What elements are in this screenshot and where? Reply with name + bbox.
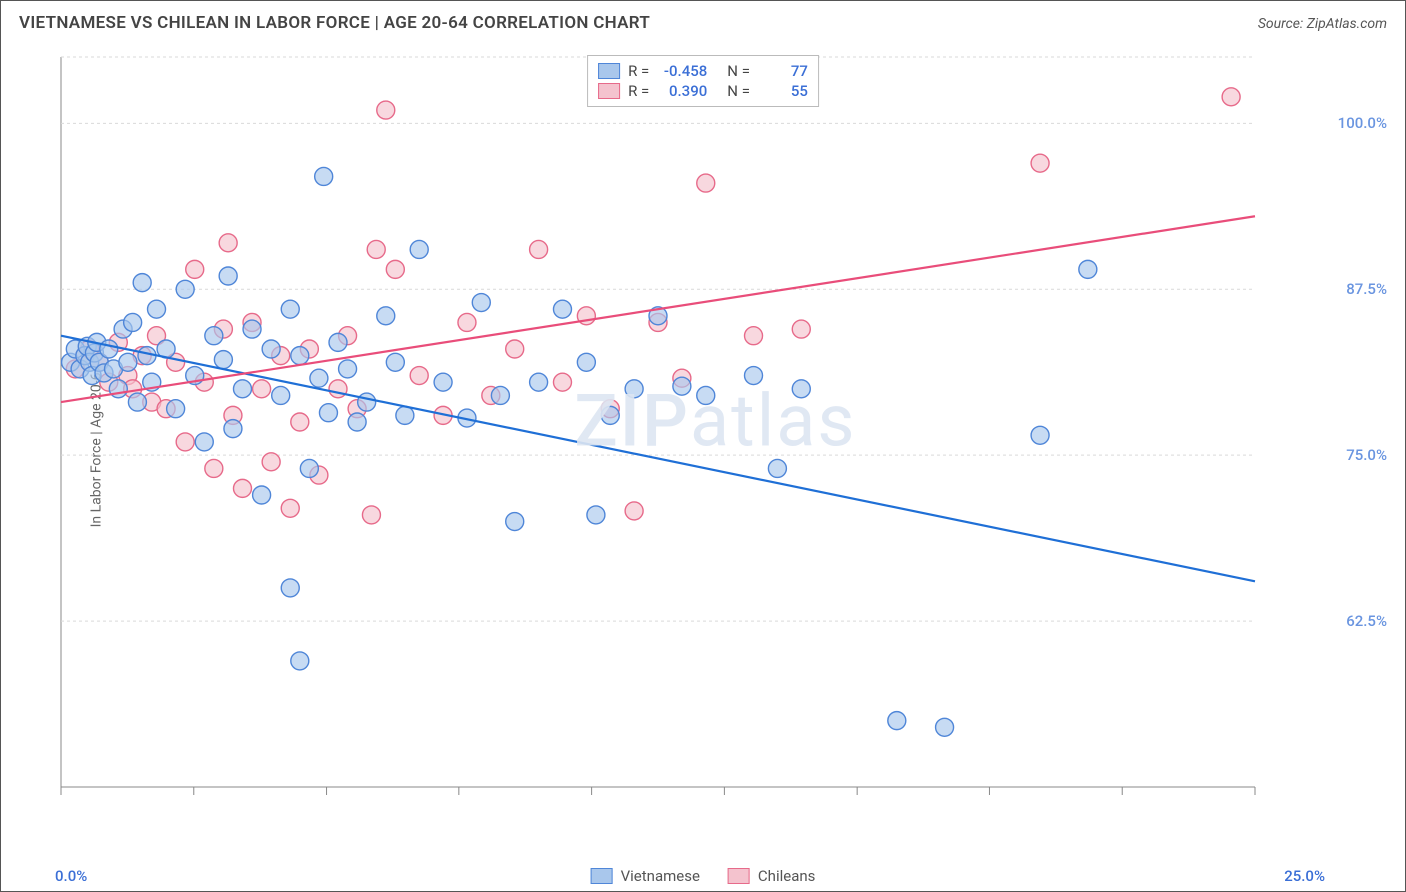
swatch-chileans [598, 83, 620, 99]
r-value-chileans: 0.390 [657, 82, 707, 100]
source-credit: Source: ZipAtlas.com [1258, 16, 1387, 32]
scatter-plot [55, 51, 1325, 821]
series-legend: Vietnamese Chileans [591, 867, 816, 885]
x-tick-min: 0.0% [55, 867, 87, 885]
swatch-vietnamese-icon [591, 868, 613, 884]
x-tick-max: 25.0% [1284, 867, 1325, 885]
y-tick-87-5: 87.5% [1346, 280, 1387, 298]
legend-label-vietnamese: Vietnamese [621, 867, 700, 885]
n-label: N = [727, 62, 750, 80]
correlation-legend: R = -0.458 N = 77 R = 0.390 N = 55 [587, 55, 819, 107]
legend-row-chileans: R = 0.390 N = 55 [598, 82, 808, 100]
n-label: N = [727, 82, 750, 100]
y-tick-100: 100.0% [1338, 114, 1387, 132]
legend-row-vietnamese: R = -0.458 N = 77 [598, 62, 808, 80]
swatch-chileans-icon [728, 868, 750, 884]
y-tick-62-5: 62.5% [1346, 612, 1387, 630]
y-tick-75: 75.0% [1346, 446, 1387, 464]
n-value-chileans: 55 [758, 82, 808, 100]
legend-label-chileans: Chileans [758, 867, 815, 885]
r-label: R = [628, 82, 649, 100]
legend-item-chileans: Chileans [728, 867, 815, 885]
plot-area: ZIPatlas [55, 51, 1325, 821]
chart-container: VIETNAMESE VS CHILEAN IN LABOR FORCE | A… [0, 0, 1406, 892]
n-value-vietnamese: 77 [758, 62, 808, 80]
legend-item-vietnamese: Vietnamese [591, 867, 700, 885]
swatch-vietnamese [598, 63, 620, 79]
chart-title: VIETNAMESE VS CHILEAN IN LABOR FORCE | A… [19, 13, 650, 33]
title-bar: VIETNAMESE VS CHILEAN IN LABOR FORCE | A… [1, 1, 1405, 41]
r-value-vietnamese: -0.458 [657, 62, 707, 80]
r-label: R = [628, 62, 649, 80]
